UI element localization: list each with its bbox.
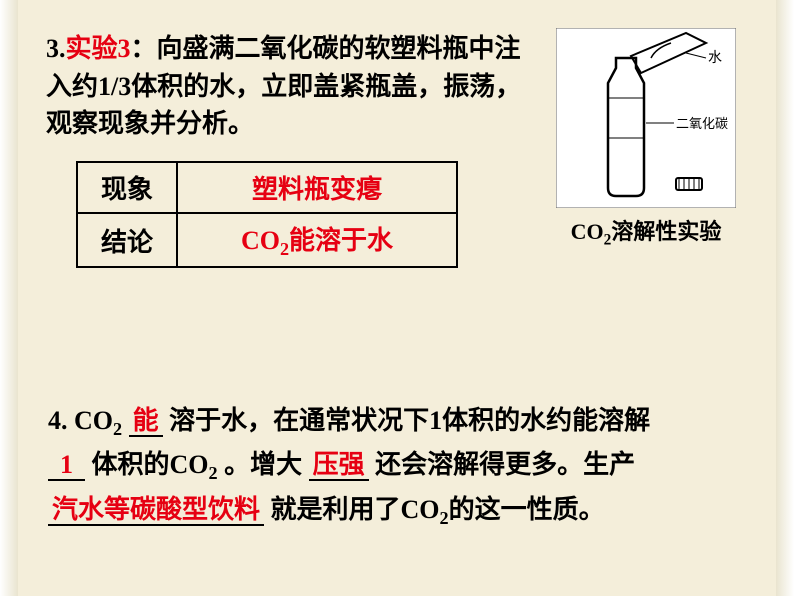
p4-t3: 体积的CO <box>92 450 209 479</box>
slide-body: 3.实验3：向盛满二氧化碳的软塑料瓶中注入约1/3体积的水，立即盖紧瓶盖，振荡，… <box>18 0 776 596</box>
p4-t2: 溶于水，在通常状况下1体积的水约能溶解 <box>169 406 650 435</box>
row1-value: 塑料瓶变瘪 <box>177 162 457 213</box>
paragraph4: 4. CO2 能 溶于水，在通常状况下1体积的水约能溶解 1 体积的CO2 。增… <box>48 400 746 533</box>
bottle-svg: 水 二氧化碳 <box>556 28 736 208</box>
lead-label: 实验3 <box>66 34 131 63</box>
p4-sub1: 2 <box>113 419 122 439</box>
blank-1: 能 <box>129 406 163 437</box>
table-row: 结论 CO2能溶于水 <box>77 213 457 267</box>
r2-suffix: 能溶于水 <box>289 226 393 255</box>
left-edge <box>0 0 18 596</box>
p4-t3a: 。增大 <box>218 450 303 479</box>
co2-label-text: 二氧化碳 <box>676 116 728 131</box>
row2-header: 结论 <box>77 213 177 267</box>
result-table: 现象 塑料瓶变瘪 结论 CO2能溶于水 <box>76 161 458 268</box>
table-row: 现象 塑料瓶变瘪 <box>77 162 457 213</box>
p4-t5: 就是利用了CO <box>271 495 440 524</box>
row2-value: CO2能溶于水 <box>177 213 457 267</box>
experiment3-text: 3.实验3：向盛满二氧化碳的软塑料瓶中注入约1/3体积的水，立即盖紧瓶盖，振荡，… <box>46 30 526 143</box>
p4-t4: 还会溶解得更多。生产 <box>375 450 635 479</box>
caption-co: CO <box>571 219 604 244</box>
row1-header: 现象 <box>77 162 177 213</box>
bottle-diagram: 水 二氧化碳 CO2溶解性实验 <box>546 28 746 249</box>
lead-colon: ： <box>131 34 157 63</box>
blank-2: 1 <box>48 450 85 481</box>
p4-t6: 的这一性质。 <box>449 495 605 524</box>
right-edge <box>776 0 794 596</box>
p4-sub2: 2 <box>209 464 218 484</box>
diagram-caption: CO2溶解性实验 <box>546 214 746 249</box>
blank-4: 汽水等碳酸型饮料 <box>48 495 264 526</box>
lead-number: 3. <box>46 34 66 63</box>
p4-sub3: 2 <box>440 508 449 528</box>
water-label-text: 水 <box>708 50 722 66</box>
r2-co: CO <box>241 226 280 255</box>
r2-sub: 2 <box>280 239 289 259</box>
p4-t1: 4. CO <box>48 406 113 435</box>
blank-3: 压强 <box>309 450 369 481</box>
caption-suffix: 溶解性实验 <box>611 219 721 244</box>
